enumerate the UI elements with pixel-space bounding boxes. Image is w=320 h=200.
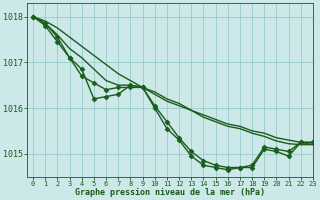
X-axis label: Graphe pression niveau de la mer (hPa): Graphe pression niveau de la mer (hPa) <box>75 188 265 197</box>
